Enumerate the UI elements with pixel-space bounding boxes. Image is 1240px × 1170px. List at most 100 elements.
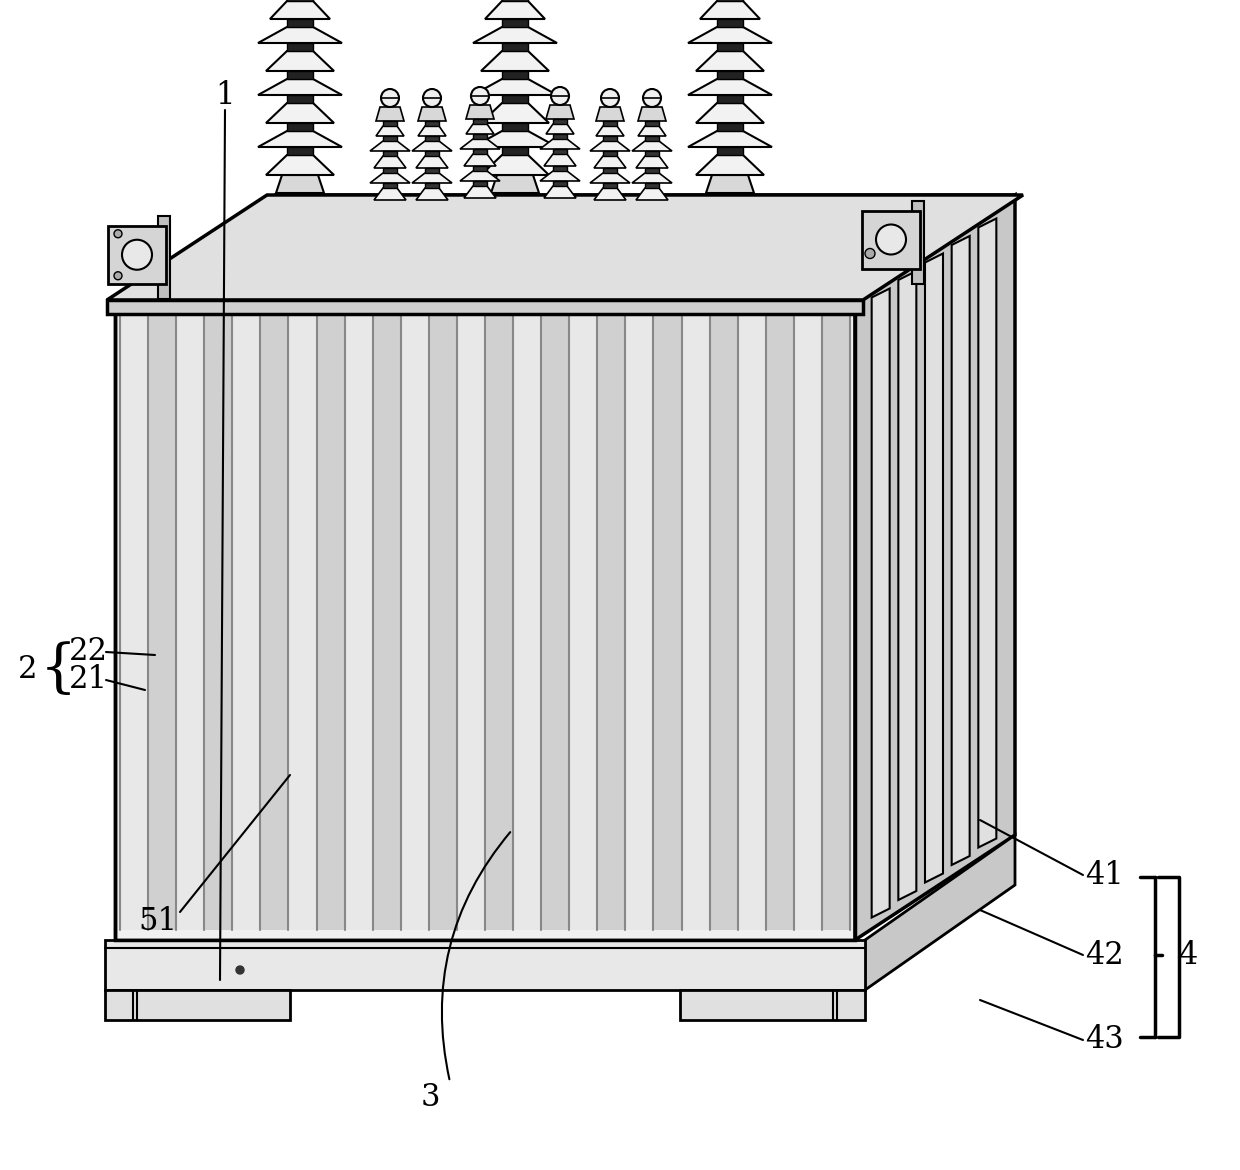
Bar — [472, 149, 487, 154]
Polygon shape — [472, 27, 557, 43]
Polygon shape — [267, 103, 334, 123]
Polygon shape — [374, 156, 405, 168]
Polygon shape — [569, 308, 598, 930]
Polygon shape — [632, 173, 672, 183]
Polygon shape — [856, 195, 1016, 940]
Bar — [425, 168, 439, 173]
Polygon shape — [412, 142, 453, 151]
Polygon shape — [598, 308, 625, 930]
Text: {: { — [40, 642, 77, 698]
Polygon shape — [696, 154, 764, 175]
Bar — [717, 43, 743, 51]
Circle shape — [551, 87, 569, 105]
Bar — [603, 151, 618, 156]
Polygon shape — [115, 195, 1016, 300]
Polygon shape — [639, 126, 666, 136]
Polygon shape — [107, 300, 863, 314]
Polygon shape — [148, 308, 176, 930]
Polygon shape — [464, 154, 496, 166]
Polygon shape — [872, 289, 889, 917]
Polygon shape — [376, 106, 404, 121]
Polygon shape — [107, 195, 1023, 300]
Bar — [472, 135, 487, 139]
Bar — [717, 147, 743, 154]
Text: 43: 43 — [1086, 1025, 1125, 1055]
Polygon shape — [898, 271, 916, 900]
Bar — [645, 151, 658, 156]
Polygon shape — [481, 154, 549, 175]
Polygon shape — [485, 1, 546, 19]
Circle shape — [381, 89, 399, 106]
Circle shape — [122, 240, 153, 270]
Polygon shape — [105, 940, 866, 990]
Bar — [553, 149, 567, 154]
Polygon shape — [485, 308, 513, 930]
Bar — [645, 183, 658, 188]
Polygon shape — [590, 142, 630, 151]
Polygon shape — [466, 105, 494, 119]
Bar — [502, 123, 528, 131]
Bar — [286, 147, 312, 154]
Polygon shape — [205, 308, 232, 930]
Polygon shape — [738, 308, 766, 930]
Polygon shape — [688, 80, 773, 95]
Polygon shape — [541, 308, 569, 930]
Polygon shape — [866, 835, 1016, 990]
Polygon shape — [546, 105, 574, 119]
Bar — [502, 19, 528, 27]
Bar — [502, 147, 528, 154]
Polygon shape — [258, 27, 342, 43]
Polygon shape — [415, 188, 448, 200]
Text: 3: 3 — [420, 1082, 440, 1114]
Polygon shape — [374, 188, 405, 200]
Bar — [286, 95, 312, 103]
Polygon shape — [270, 1, 330, 19]
Text: 21: 21 — [68, 665, 108, 695]
Polygon shape — [639, 106, 666, 121]
Bar — [383, 168, 397, 173]
Bar — [645, 168, 658, 173]
Polygon shape — [546, 124, 574, 135]
Text: 42: 42 — [1086, 940, 1125, 970]
Bar — [553, 166, 567, 171]
Polygon shape — [267, 51, 334, 71]
Polygon shape — [401, 308, 429, 930]
Bar — [645, 121, 658, 126]
Bar — [286, 71, 312, 80]
Bar — [553, 135, 567, 139]
Circle shape — [644, 89, 661, 106]
Bar — [425, 121, 439, 126]
Polygon shape — [794, 308, 822, 930]
Polygon shape — [539, 139, 580, 149]
Polygon shape — [466, 124, 494, 135]
Bar — [603, 168, 618, 173]
Polygon shape — [260, 308, 289, 930]
Circle shape — [114, 229, 122, 238]
Polygon shape — [491, 176, 539, 193]
Circle shape — [423, 89, 441, 106]
Bar — [425, 151, 439, 156]
Polygon shape — [370, 142, 410, 151]
Polygon shape — [688, 27, 773, 43]
Polygon shape — [978, 219, 996, 847]
Polygon shape — [415, 156, 448, 168]
Polygon shape — [481, 51, 549, 71]
Text: 51: 51 — [139, 907, 177, 937]
Polygon shape — [456, 308, 485, 930]
Polygon shape — [345, 308, 373, 930]
Bar — [286, 123, 312, 131]
Bar — [502, 71, 528, 80]
Polygon shape — [115, 300, 856, 940]
Circle shape — [866, 248, 875, 259]
Polygon shape — [594, 156, 626, 168]
Polygon shape — [766, 308, 794, 930]
Bar — [603, 121, 618, 126]
Polygon shape — [682, 308, 709, 930]
Bar — [383, 121, 397, 126]
Polygon shape — [277, 176, 324, 193]
Polygon shape — [706, 176, 754, 193]
Bar — [717, 19, 743, 27]
Bar — [553, 119, 567, 124]
Bar — [383, 151, 397, 156]
Circle shape — [875, 225, 906, 255]
